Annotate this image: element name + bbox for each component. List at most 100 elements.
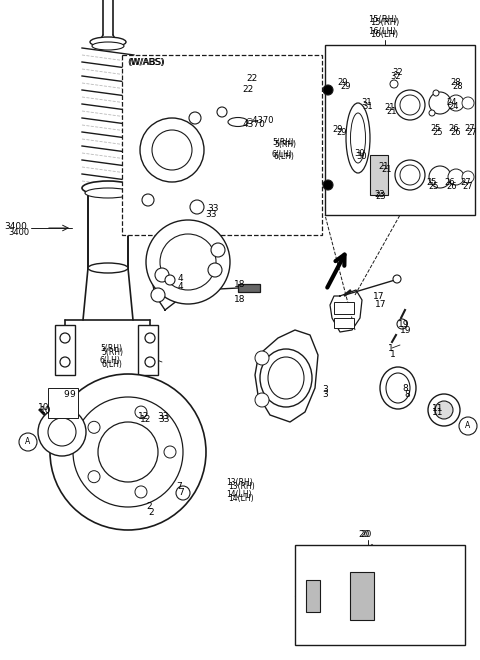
Text: 4370: 4370 (243, 120, 266, 129)
Text: 26: 26 (450, 128, 461, 137)
Ellipse shape (88, 263, 128, 273)
Text: 3: 3 (322, 390, 328, 399)
Text: 15(RH): 15(RH) (368, 15, 397, 24)
Circle shape (400, 95, 420, 115)
Circle shape (448, 169, 464, 185)
Text: 8: 8 (402, 384, 408, 393)
Ellipse shape (92, 42, 124, 50)
Text: 9: 9 (63, 390, 69, 399)
Text: 31: 31 (361, 98, 372, 107)
Text: 11: 11 (432, 408, 444, 417)
Ellipse shape (90, 37, 126, 47)
Text: ○4370: ○4370 (245, 116, 274, 125)
Text: 15(RH): 15(RH) (370, 18, 399, 27)
Text: 13(RH): 13(RH) (226, 478, 253, 487)
Text: 3: 3 (322, 385, 328, 394)
Circle shape (255, 351, 269, 365)
Text: 27: 27 (460, 178, 470, 187)
Circle shape (208, 263, 222, 277)
Circle shape (135, 486, 147, 498)
Circle shape (390, 80, 398, 88)
Circle shape (435, 401, 453, 419)
Circle shape (448, 95, 464, 111)
Text: 21: 21 (378, 162, 388, 171)
Bar (350, 572, 374, 620)
Bar (122, 55, 322, 235)
Bar (334, 318, 354, 328)
Ellipse shape (268, 357, 304, 399)
Text: 2: 2 (146, 502, 152, 511)
Circle shape (164, 446, 176, 458)
Circle shape (165, 275, 175, 285)
Circle shape (146, 220, 230, 304)
Text: 29: 29 (337, 78, 348, 87)
Text: 12: 12 (138, 412, 149, 421)
Text: 6(LH): 6(LH) (101, 360, 122, 369)
Text: 24: 24 (446, 98, 456, 107)
Circle shape (429, 110, 435, 116)
Text: 21: 21 (386, 107, 396, 116)
Text: 16(LH): 16(LH) (368, 27, 396, 36)
Text: A: A (466, 422, 470, 430)
Text: 16(LH): 16(LH) (370, 30, 398, 39)
Text: 5(RH): 5(RH) (101, 348, 123, 357)
Bar (334, 302, 354, 314)
Text: 31: 31 (362, 102, 372, 111)
Text: 25: 25 (432, 128, 443, 137)
Text: 27: 27 (466, 128, 477, 137)
Circle shape (98, 422, 158, 482)
Ellipse shape (350, 113, 365, 163)
Circle shape (323, 85, 333, 95)
Ellipse shape (346, 103, 370, 173)
Text: 27: 27 (464, 124, 475, 133)
Bar (306, 580, 320, 612)
Circle shape (176, 486, 190, 500)
Ellipse shape (386, 373, 410, 403)
Text: 23: 23 (374, 190, 384, 199)
Bar (238, 284, 260, 292)
Text: 17: 17 (375, 300, 386, 309)
Text: 26: 26 (444, 178, 455, 187)
Text: 13(RH): 13(RH) (228, 482, 255, 491)
Circle shape (19, 433, 37, 451)
Text: 23: 23 (375, 192, 385, 201)
Ellipse shape (228, 117, 248, 127)
Text: 10: 10 (40, 406, 51, 415)
Text: 7: 7 (178, 488, 184, 497)
Circle shape (400, 165, 420, 185)
Circle shape (462, 171, 474, 183)
Circle shape (255, 393, 269, 407)
Text: 4: 4 (178, 274, 184, 283)
Circle shape (73, 397, 183, 507)
Ellipse shape (85, 188, 131, 198)
Text: 20: 20 (358, 530, 370, 539)
Circle shape (60, 357, 70, 367)
Text: 18: 18 (234, 280, 245, 289)
Text: 22: 22 (246, 74, 257, 83)
Text: 32: 32 (392, 68, 403, 77)
Text: 29: 29 (332, 125, 343, 134)
Text: 21: 21 (384, 103, 395, 112)
Circle shape (135, 406, 147, 418)
Circle shape (151, 288, 165, 302)
Circle shape (155, 268, 169, 282)
Circle shape (145, 357, 155, 367)
Circle shape (142, 194, 154, 206)
Circle shape (145, 333, 155, 343)
Bar (55, 325, 75, 375)
Text: 22: 22 (242, 85, 253, 94)
Text: 10: 10 (38, 403, 49, 412)
Circle shape (160, 234, 216, 290)
Circle shape (428, 394, 460, 426)
Text: 18: 18 (234, 295, 245, 304)
Text: 11: 11 (432, 404, 444, 413)
Text: 24: 24 (448, 102, 458, 111)
Text: 6(LH): 6(LH) (272, 150, 293, 159)
Circle shape (60, 333, 70, 343)
Text: 14(LH): 14(LH) (226, 490, 252, 499)
Text: 21: 21 (381, 165, 392, 174)
Circle shape (50, 374, 206, 530)
Ellipse shape (380, 367, 416, 409)
Circle shape (217, 107, 227, 117)
Text: 26: 26 (446, 182, 456, 191)
